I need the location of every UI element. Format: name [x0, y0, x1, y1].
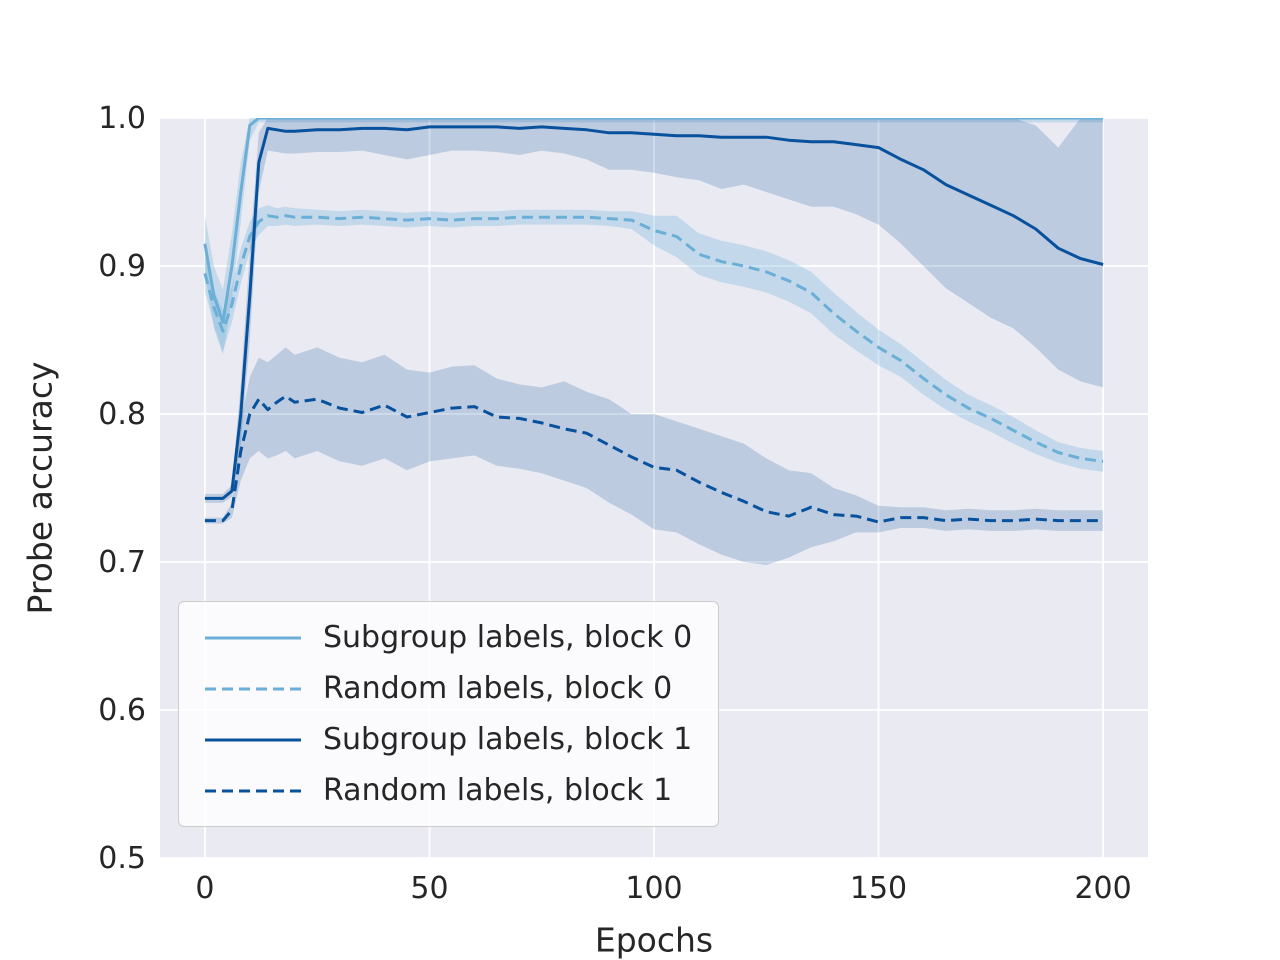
legend: Subgroup labels, block 0 Random labels, b…: [178, 601, 720, 827]
legend-item-2: Subgroup labels, block 1: [205, 722, 692, 757]
y-tick-label: 0.5: [98, 841, 146, 876]
legend-item-3: Random labels, block 1: [205, 773, 692, 808]
y-axis-label: Probe accuracy: [20, 361, 60, 615]
y-tick-label: 0.8: [98, 397, 146, 432]
confidence-band-3: [204, 347, 1104, 565]
x-tick-label: 200: [1074, 871, 1131, 906]
y-tick-label: 0.9: [98, 249, 146, 284]
confidence-band-2: [204, 118, 1104, 503]
x-tick-label: 150: [850, 871, 907, 906]
y-tick-label: 0.7: [98, 545, 146, 580]
legend-line-sample: [205, 687, 301, 690]
x-tick-label: 50: [410, 871, 448, 906]
x-tick-label: 0: [195, 871, 214, 906]
legend-line-sample: [205, 789, 301, 792]
legend-line-sample: [205, 738, 301, 741]
legend-item-1: Random labels, block 0: [205, 671, 692, 706]
y-tick-label: 0.6: [98, 693, 146, 728]
x-tick-label: 100: [625, 871, 682, 906]
legend-label: Random labels, block 1: [323, 773, 673, 808]
legend-label: Subgroup labels, block 0: [323, 620, 693, 655]
y-tick-label: 1.0: [98, 101, 146, 136]
legend-item-0: Subgroup labels, block 0: [205, 620, 692, 655]
series-line-1: [203, 214, 1104, 463]
x-axis-label: Epochs: [594, 920, 714, 960]
series-line-2: [204, 125, 1104, 500]
series-line-3: [204, 394, 1104, 524]
legend-label: Subgroup labels, block 1: [323, 722, 693, 757]
legend-label: Random labels, block 0: [323, 671, 673, 706]
legend-line-sample: [205, 636, 301, 639]
